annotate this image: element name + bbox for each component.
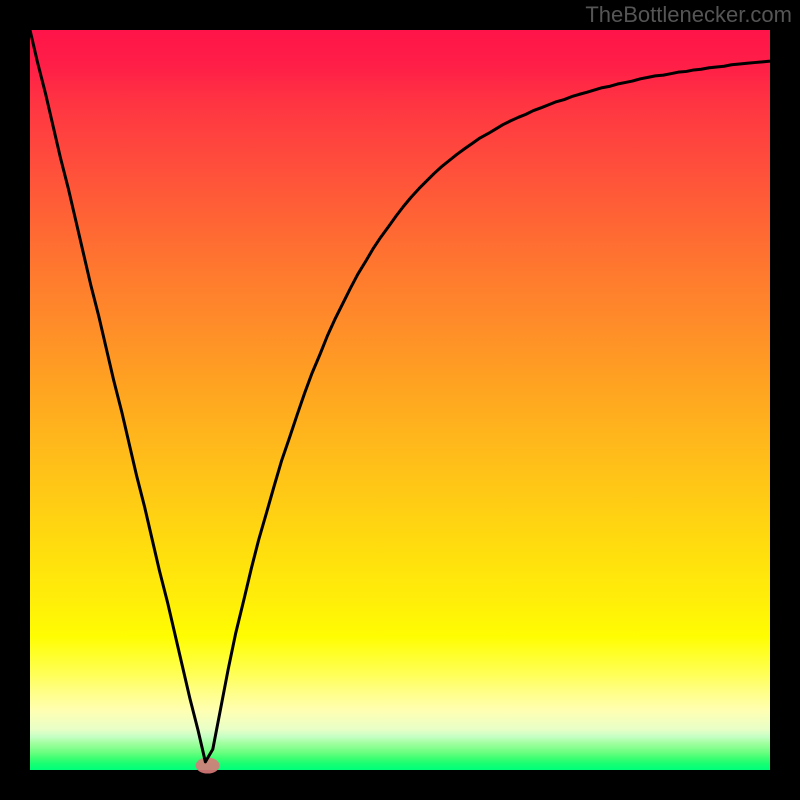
watermark-text: TheBottlenecker.com xyxy=(585,2,792,27)
plot-background xyxy=(30,30,770,770)
bottleneck-chart: TheBottlenecker.com xyxy=(0,0,800,800)
